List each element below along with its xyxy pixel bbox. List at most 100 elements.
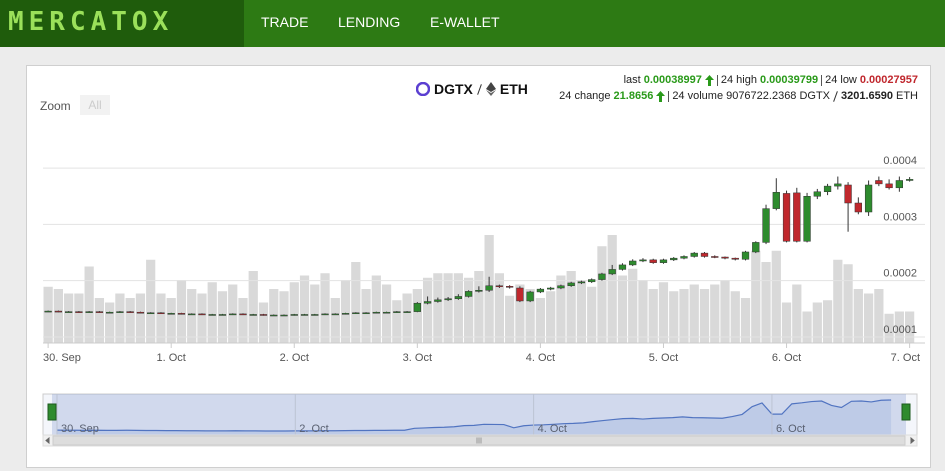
candle-body [547,287,555,290]
candle-body [598,273,606,280]
volume-bar [710,284,720,343]
zoom-label: Zoom [40,99,71,113]
volume-bar [740,298,751,343]
slash [833,90,838,102]
volume-bar [771,250,781,343]
candle-body [239,313,247,316]
candle-body [270,314,278,317]
volume-bar [279,291,289,343]
slash [477,83,482,95]
pair-quote: ETH [499,81,528,97]
logo[interactable]: MERCATOX [0,0,244,47]
candle-body [567,282,575,287]
candle-body [54,310,63,313]
candle-body [167,313,175,315]
candle-body [506,286,514,288]
candle-body [680,256,688,259]
volume-bar [84,266,94,343]
volume-bar [146,259,156,343]
zoom-all-button[interactable]: All [80,95,110,115]
candle-body [321,313,329,316]
scroll-grip [476,437,482,444]
volume-bar [689,284,699,343]
candle-body [639,259,647,262]
volume-bar [761,262,771,343]
candle-body [136,311,145,314]
ticker-line-2: 24 change 21.8656 24 volume 9076722.2368… [559,90,918,102]
volume-bar [289,282,299,343]
candle-body [44,310,52,313]
volume-bar [351,262,361,343]
volume-bar [812,302,822,343]
nav-lending[interactable]: LENDING [338,14,401,30]
candle-body [854,202,862,213]
volume-bar [340,280,351,343]
up-arrow [656,90,666,102]
low-value: 0.00027957 [859,74,918,86]
low-label: 24 low [825,74,857,86]
volume-bar [505,295,515,343]
volume-bar [853,289,863,343]
candle-body [864,184,873,213]
navigator-selection [52,394,906,435]
candle-body [536,288,545,293]
candle-body [608,269,616,275]
candle-body [875,180,883,185]
volume-bar [217,291,228,343]
candle-body [649,259,657,263]
candle-body [803,195,811,242]
volume-bar [822,300,833,343]
volume-bar [371,275,381,343]
up-arrow [704,74,714,86]
candle-body [218,314,227,316]
x-tick-label: 4. Oct [526,352,555,364]
volume-bar [802,311,812,343]
volume-bar [669,291,679,343]
navigator-area [56,400,892,435]
volume-bar [248,271,258,343]
volume-bar [392,300,402,343]
volume-bar [299,275,310,343]
volume-bar [730,291,740,343]
candle-body [249,314,257,316]
volume-bar [115,293,125,343]
volume-bar [187,289,197,343]
candle-body [434,299,442,302]
candle-body [813,191,821,197]
navigator-handle [47,403,57,421]
candle-body [782,193,791,242]
candle-body [331,313,339,316]
y-tick-label: 0.0002 [883,268,917,280]
volume-bar [474,271,484,343]
candle-body [126,311,134,313]
volume-bar [125,298,135,343]
volume-bar [515,284,525,343]
candle-body [629,260,637,266]
navigator-label: 30. Sep [61,423,99,435]
volume-bar [166,298,176,343]
candle-body [721,256,729,259]
volume-bar [412,289,422,343]
base-icon [416,82,430,96]
volume-bar [381,284,392,343]
volume-bar [443,273,453,343]
nav-trade[interactable]: TRADE [261,14,309,30]
volume-bar [464,277,474,343]
pair-title: DGTX ETH [416,81,528,97]
volume-bar [176,280,187,343]
x-tick-label: 3. Oct [403,352,432,364]
navigator-handle [901,403,911,421]
last-value: 0.00038997 [643,74,702,86]
candle-body [65,311,73,313]
candle-body [85,311,93,313]
volume-bar [94,298,105,343]
nav-ewallet[interactable]: E-WALLET [430,14,500,30]
candle-body [711,256,719,258]
candle-body [834,183,842,187]
volume-bar [43,286,53,343]
pair-base: DGTX [434,81,473,97]
x-tick-label: 30. Sep [43,352,81,364]
navigator-label: 4. Oct [538,423,567,435]
candle-body [485,285,493,291]
